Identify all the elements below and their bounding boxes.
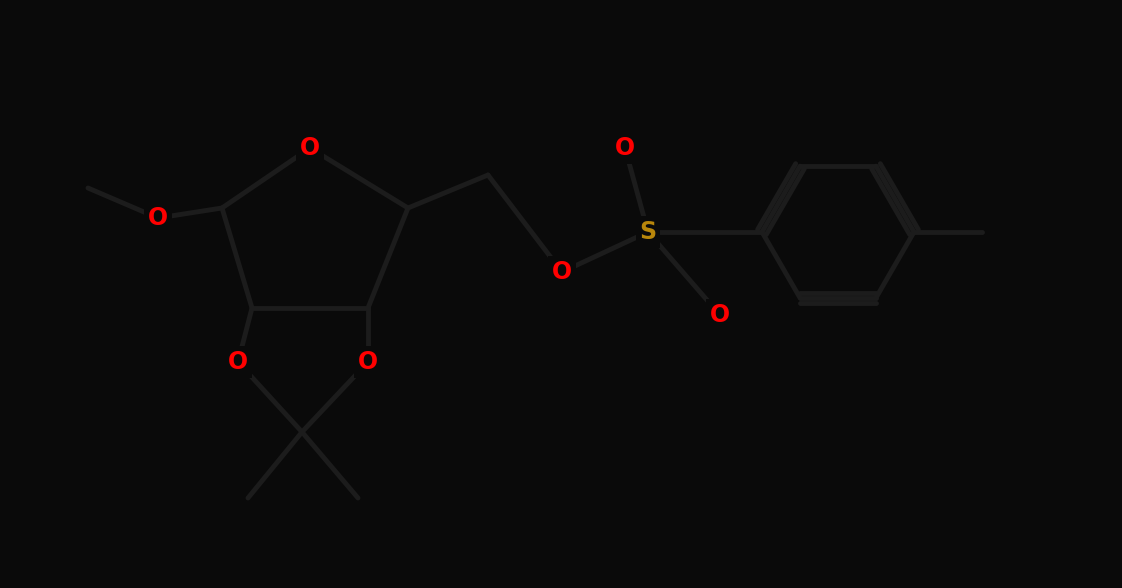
Text: O: O — [148, 206, 168, 230]
Text: S: S — [640, 220, 656, 244]
Text: O: O — [228, 350, 248, 374]
Text: O: O — [300, 136, 320, 160]
Text: O: O — [358, 350, 378, 374]
Text: O: O — [615, 136, 635, 160]
Text: O: O — [552, 260, 572, 284]
Text: O: O — [710, 303, 730, 327]
